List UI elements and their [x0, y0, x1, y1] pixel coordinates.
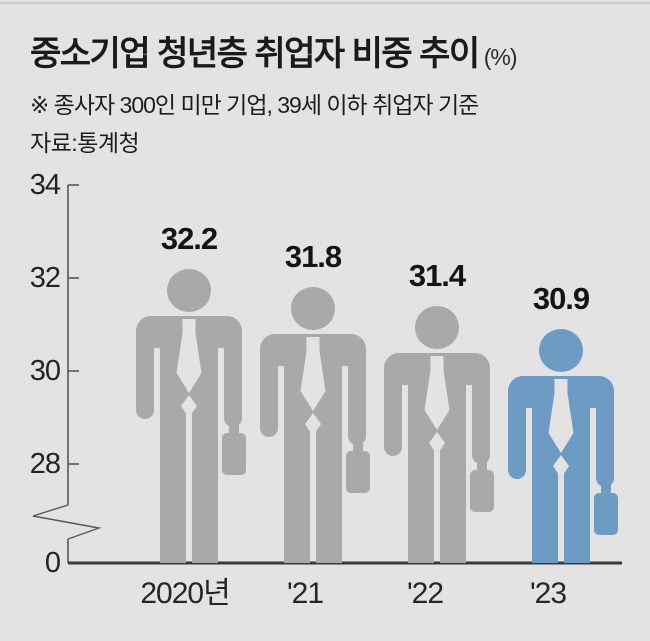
- figure-left-leg: [160, 404, 186, 563]
- briefcase-handle: [229, 422, 239, 437]
- figure-left-arm: [384, 361, 402, 456]
- figure-head: [539, 329, 583, 373]
- chart-source: 자료:통계청: [30, 130, 140, 156]
- crotch-notch: [305, 413, 321, 437]
- briefcase-handle: [353, 441, 363, 456]
- businessman-icon: [136, 268, 246, 563]
- businessman-icon: [384, 305, 494, 563]
- value-label: 31.4: [408, 257, 466, 293]
- value-label: 32.2: [160, 220, 218, 256]
- pictogram-bar: [503, 329, 619, 564]
- figure-right-arm: [596, 385, 614, 488]
- figure-right-leg: [192, 404, 218, 563]
- x-axis-label: '23: [529, 577, 567, 610]
- shirt-collar: [554, 379, 568, 394]
- briefcase-handle: [601, 483, 611, 498]
- tie: [176, 332, 202, 393]
- y-axis-label: 30: [29, 355, 61, 387]
- figure-left-leg: [532, 465, 558, 564]
- briefcase-icon: [346, 451, 370, 494]
- figure-head: [291, 287, 335, 331]
- figure-left-arm: [136, 324, 154, 419]
- axis-break-icon: [32, 504, 102, 540]
- y-axis-label: 32: [29, 262, 61, 294]
- briefcase-icon: [594, 493, 618, 536]
- figure-left-arm: [260, 343, 278, 438]
- y-axis-label: 0: [44, 547, 61, 579]
- crotch-notch: [181, 394, 197, 418]
- shirt-collar: [182, 318, 196, 333]
- figure-left-leg: [284, 423, 310, 564]
- x-axis-label: '21: [286, 577, 324, 610]
- figure-right-leg: [316, 423, 342, 564]
- y-axis-label: 34: [29, 169, 61, 201]
- figure-head: [415, 305, 459, 349]
- figure-right-arm: [472, 361, 490, 464]
- businessman-icon: [508, 329, 618, 564]
- y-axis-label: 28: [29, 448, 61, 480]
- figure-head: [167, 268, 211, 312]
- x-axis-label: 2020년: [140, 577, 230, 610]
- crotch-notch: [429, 431, 445, 455]
- figure-left-leg: [408, 441, 434, 563]
- pictogram-bar: [379, 305, 495, 563]
- x-axis-label: '22: [406, 577, 444, 610]
- chart-title-text: 중소기업 청년층 취업자 비중 추이: [30, 35, 480, 73]
- briefcase-icon: [470, 469, 494, 512]
- crotch-notch: [553, 455, 569, 479]
- tie: [424, 369, 450, 430]
- chart-unit-label: (%): [483, 44, 518, 70]
- top-divider: [0, 2, 650, 4]
- chart-note: ※ 종사자 300인 미만 기업, 39세 이하 취업자 기준: [30, 92, 479, 118]
- pictogram-bar: [131, 268, 247, 563]
- tie: [548, 393, 574, 454]
- shirt-collar: [306, 337, 320, 352]
- briefcase-handle: [477, 459, 487, 474]
- pictogram-bar: [255, 287, 371, 564]
- businessman-icon: [260, 287, 370, 564]
- chart-title: 중소기업 청년층 취업자 비중 추이 (%): [30, 26, 630, 75]
- figure-right-leg: [440, 441, 466, 563]
- tie: [300, 351, 326, 412]
- figure-right-leg: [564, 465, 590, 564]
- figure-right-arm: [224, 324, 242, 427]
- value-label: 30.9: [532, 281, 590, 317]
- briefcase-icon: [222, 432, 246, 475]
- figure-right-arm: [348, 343, 366, 446]
- value-label: 31.8: [284, 239, 342, 275]
- shirt-collar: [430, 355, 444, 370]
- figure-left-arm: [508, 385, 526, 480]
